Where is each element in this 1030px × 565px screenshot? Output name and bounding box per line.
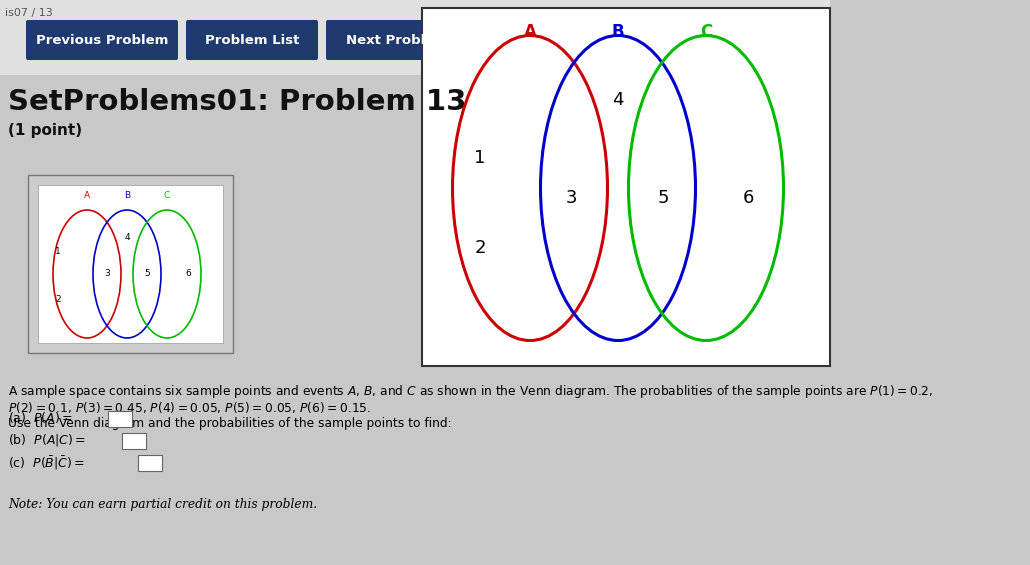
Text: $P(2) = 0.1$, $P(3) = 0.45$, $P(4) = 0.05$, $P(5) = 0.05$, $P(6) = 0.15$.: $P(2) = 0.1$, $P(3) = 0.45$, $P(4) = 0.0…	[8, 400, 371, 415]
Bar	[138, 455, 162, 471]
Text: 4: 4	[612, 91, 624, 109]
Text: 1: 1	[474, 149, 486, 167]
Text: Note: You can earn partial credit on this problem.: Note: You can earn partial credit on thi…	[8, 498, 317, 511]
Text: 6: 6	[743, 189, 754, 207]
Text: A sample space contains six sample points and events $A$, $B$, and $C$ as shown : A sample space contains six sample point…	[8, 383, 933, 400]
FancyBboxPatch shape	[186, 20, 318, 60]
Text: 4: 4	[125, 233, 130, 241]
Text: B: B	[612, 23, 624, 41]
Bar	[38, 185, 224, 343]
FancyBboxPatch shape	[26, 20, 178, 60]
Text: Use the Venn diagram and the probabilities of the sample points to find:: Use the Venn diagram and the probabiliti…	[8, 417, 451, 430]
Text: SetProblems01: Problem 13: SetProblems01: Problem 13	[8, 88, 467, 116]
Bar	[108, 411, 132, 427]
Text: 5: 5	[144, 270, 150, 279]
Text: 3: 3	[104, 270, 110, 279]
Text: A: A	[523, 23, 537, 41]
Text: Problem List: Problem List	[205, 33, 299, 46]
Bar	[422, 8, 830, 366]
Text: 1: 1	[56, 247, 61, 257]
Text: (a)  $P(A) =$: (a) $P(A) =$	[8, 410, 73, 425]
Text: (1 point): (1 point)	[8, 123, 82, 138]
Bar	[0, 0, 1030, 75]
FancyBboxPatch shape	[327, 20, 468, 60]
Text: A: A	[83, 190, 90, 199]
Text: 2: 2	[56, 295, 61, 305]
Text: Previous Problem: Previous Problem	[36, 33, 168, 46]
Text: C: C	[164, 190, 170, 199]
Text: 3: 3	[565, 189, 577, 207]
Text: (b)  $P(A|C) =$: (b) $P(A|C) =$	[8, 432, 87, 448]
Text: 2: 2	[474, 239, 486, 257]
Text: 6: 6	[185, 270, 191, 279]
Bar	[28, 175, 233, 353]
Text: C: C	[699, 23, 712, 41]
Text: Next Problem: Next Problem	[346, 33, 448, 46]
Bar	[830, 0, 1030, 370]
Text: 5: 5	[657, 189, 668, 207]
Text: (c)  $P(\bar{B}|\bar{C}) =$: (c) $P(\bar{B}|\bar{C}) =$	[8, 454, 85, 472]
Bar	[122, 433, 146, 449]
Text: B: B	[124, 190, 130, 199]
Text: is07 / 13: is07 / 13	[5, 8, 53, 18]
